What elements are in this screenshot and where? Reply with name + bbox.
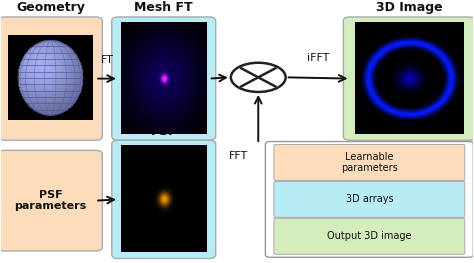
Text: Geometry: Geometry: [16, 1, 85, 14]
Text: PSF
parameters: PSF parameters: [14, 190, 86, 211]
FancyBboxPatch shape: [0, 17, 102, 140]
FancyBboxPatch shape: [265, 141, 474, 257]
Text: FFT: FFT: [228, 151, 248, 161]
FancyBboxPatch shape: [274, 181, 465, 217]
FancyBboxPatch shape: [274, 218, 465, 254]
FancyBboxPatch shape: [112, 140, 216, 259]
Text: FT: FT: [100, 55, 113, 65]
FancyBboxPatch shape: [0, 150, 102, 251]
Text: Output 3D image: Output 3D image: [327, 231, 411, 241]
FancyBboxPatch shape: [274, 145, 465, 180]
Text: 3D arrays: 3D arrays: [346, 194, 393, 204]
FancyBboxPatch shape: [112, 17, 216, 140]
FancyBboxPatch shape: [343, 17, 474, 140]
Text: Mesh FT: Mesh FT: [135, 1, 193, 14]
Text: PSF: PSF: [150, 125, 177, 138]
Text: iFFT: iFFT: [307, 53, 329, 63]
Text: 3D Image: 3D Image: [376, 1, 443, 14]
Text: Learnable
parameters: Learnable parameters: [341, 152, 398, 173]
